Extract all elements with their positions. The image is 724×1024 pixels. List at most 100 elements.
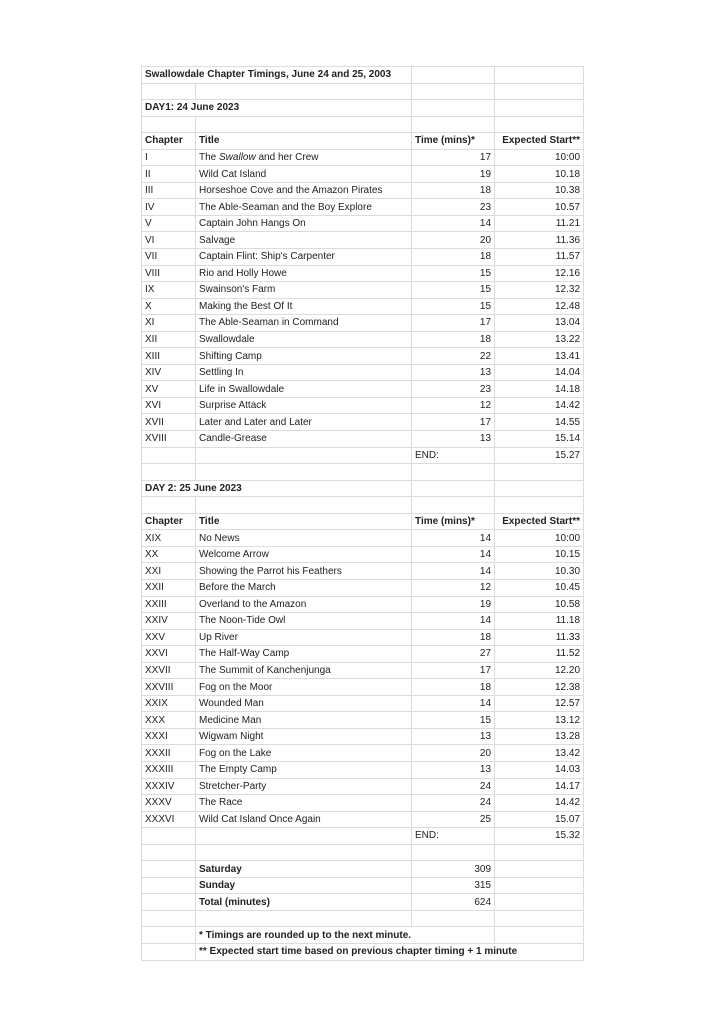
chapter-title[interactable]: Wounded Man bbox=[194, 694, 413, 713]
empty-cell[interactable] bbox=[194, 843, 413, 862]
empty-cell[interactable] bbox=[411, 496, 496, 514]
chapter-title[interactable]: Fog on the Moor bbox=[194, 678, 413, 696]
chapter-time[interactable]: 14 bbox=[411, 612, 496, 630]
chapter-number[interactable]: XXXV bbox=[141, 794, 196, 812]
chapter-title[interactable]: Stretcher-Party bbox=[194, 777, 413, 796]
empty-cell[interactable] bbox=[411, 463, 496, 481]
end-time[interactable]: 15.27 bbox=[494, 446, 585, 465]
empty-cell[interactable] bbox=[141, 926, 196, 944]
chapter-number[interactable]: XII bbox=[141, 330, 196, 349]
chapter-number[interactable]: XXIII bbox=[141, 595, 196, 614]
chapter-title[interactable]: The Swallow and her Crew bbox=[194, 148, 413, 167]
chapter-number[interactable]: XXII bbox=[141, 578, 196, 597]
chapter-start[interactable]: 13.28 bbox=[494, 727, 585, 746]
empty-cell[interactable] bbox=[411, 82, 496, 101]
empty-cell[interactable] bbox=[494, 926, 585, 944]
chapter-title[interactable]: The Half-Way Camp bbox=[194, 645, 413, 663]
chapter-time[interactable]: 14 bbox=[411, 529, 496, 547]
empty-cell[interactable] bbox=[141, 463, 196, 481]
chapter-number[interactable]: XXI bbox=[141, 562, 196, 580]
chapter-time[interactable]: 14 bbox=[411, 694, 496, 713]
chapter-time[interactable]: 14 bbox=[411, 545, 496, 564]
chapter-start[interactable]: 12.16 bbox=[494, 264, 585, 283]
chapter-start[interactable]: 13.12 bbox=[494, 711, 585, 729]
empty-cell[interactable] bbox=[141, 909, 196, 928]
chapter-time[interactable]: 24 bbox=[411, 794, 496, 812]
empty-cell[interactable] bbox=[194, 115, 413, 134]
chapter-number[interactable]: IX bbox=[141, 281, 196, 299]
chapter-start[interactable]: 10.58 bbox=[494, 595, 585, 614]
empty-cell[interactable] bbox=[194, 463, 413, 481]
header-start[interactable]: Expected Start** bbox=[494, 512, 585, 531]
chapter-number[interactable]: XXXII bbox=[141, 744, 196, 762]
chapter-start[interactable]: 10.30 bbox=[494, 562, 585, 580]
chapter-title[interactable]: Welcome Arrow bbox=[194, 545, 413, 564]
chapter-start[interactable]: 13.04 bbox=[494, 314, 585, 332]
empty-cell[interactable] bbox=[411, 66, 496, 84]
header-chapter[interactable]: Chapter bbox=[141, 512, 196, 531]
chapter-number[interactable]: XXXVI bbox=[141, 810, 196, 829]
chapter-time[interactable]: 18 bbox=[411, 181, 496, 200]
chapter-start[interactable]: 14.42 bbox=[494, 794, 585, 812]
empty-cell[interactable] bbox=[494, 66, 585, 84]
chapter-time[interactable]: 20 bbox=[411, 744, 496, 762]
chapter-start[interactable]: 10.38 bbox=[494, 181, 585, 200]
empty-cell[interactable] bbox=[194, 82, 413, 101]
chapter-time[interactable]: 18 bbox=[411, 248, 496, 266]
chapter-number[interactable]: V bbox=[141, 214, 196, 233]
day-heading[interactable]: DAY 2: 25 June 2023 bbox=[140, 479, 413, 498]
header-title[interactable]: Title bbox=[194, 512, 413, 531]
empty-cell[interactable] bbox=[141, 82, 196, 101]
empty-cell[interactable] bbox=[141, 446, 196, 465]
chapter-start[interactable]: 12.38 bbox=[494, 678, 585, 696]
chapter-title[interactable]: Swainson's Farm bbox=[194, 281, 413, 299]
chapter-number[interactable]: X bbox=[141, 297, 196, 316]
chapter-title[interactable]: Surprise Attack bbox=[194, 396, 413, 415]
chapter-time[interactable]: 13 bbox=[411, 727, 496, 746]
end-time[interactable]: 15.32 bbox=[494, 827, 585, 845]
empty-cell[interactable] bbox=[494, 843, 585, 862]
chapter-time[interactable]: 18 bbox=[411, 628, 496, 647]
chapter-title[interactable]: The Summit of Kanchenjunga bbox=[194, 661, 413, 680]
chapter-title[interactable]: Making the Best Of It bbox=[194, 297, 413, 316]
chapter-number[interactable]: VIII bbox=[141, 264, 196, 283]
chapter-time[interactable]: 23 bbox=[411, 380, 496, 398]
chapter-time[interactable]: 15 bbox=[411, 711, 496, 729]
chapter-number[interactable]: XXIX bbox=[141, 694, 196, 713]
chapter-start[interactable]: 14.04 bbox=[494, 363, 585, 382]
chapter-title[interactable]: The Able-Seaman and the Boy Explore bbox=[194, 198, 413, 216]
empty-cell[interactable] bbox=[141, 942, 196, 961]
chapter-number[interactable]: XXIV bbox=[141, 612, 196, 630]
chapter-number[interactable]: XIX bbox=[141, 529, 196, 547]
chapter-start[interactable]: 14.03 bbox=[494, 760, 585, 779]
chapter-number[interactable]: IV bbox=[141, 198, 196, 216]
empty-cell[interactable] bbox=[194, 496, 413, 514]
header-time[interactable]: Time (mins)* bbox=[411, 512, 496, 531]
chapter-title[interactable]: The Race bbox=[194, 794, 413, 812]
end-label[interactable]: END: bbox=[411, 446, 496, 465]
footnote[interactable]: * Timings are rounded up to the next min… bbox=[194, 926, 496, 944]
chapter-start[interactable]: 10:00 bbox=[494, 529, 585, 547]
chapter-start[interactable]: 15.07 bbox=[494, 810, 585, 829]
chapter-number[interactable]: XIII bbox=[141, 347, 196, 365]
sheet-title[interactable]: Swallowdale Chapter Timings, June 24 and… bbox=[140, 66, 413, 84]
empty-cell[interactable] bbox=[494, 115, 585, 134]
chapter-time[interactable]: 24 bbox=[411, 777, 496, 796]
empty-cell[interactable] bbox=[494, 99, 585, 117]
chapter-time[interactable]: 12 bbox=[411, 578, 496, 597]
chapter-time[interactable]: 17 bbox=[411, 314, 496, 332]
header-chapter[interactable]: Chapter bbox=[141, 132, 196, 150]
chapter-start[interactable]: 14.17 bbox=[494, 777, 585, 796]
empty-cell[interactable] bbox=[494, 496, 585, 514]
chapter-title[interactable]: Later and Later and Later bbox=[194, 413, 413, 432]
chapter-time[interactable]: 27 bbox=[411, 645, 496, 663]
empty-cell[interactable] bbox=[194, 827, 413, 845]
chapter-title[interactable]: Shifting Camp bbox=[194, 347, 413, 365]
chapter-title[interactable]: The Empty Camp bbox=[194, 760, 413, 779]
chapter-time[interactable]: 15 bbox=[411, 281, 496, 299]
empty-cell[interactable] bbox=[494, 82, 585, 101]
chapter-time[interactable]: 17 bbox=[411, 148, 496, 167]
chapter-time[interactable]: 20 bbox=[411, 231, 496, 250]
header-title[interactable]: Title bbox=[194, 132, 413, 150]
chapter-number[interactable]: XXVII bbox=[141, 661, 196, 680]
